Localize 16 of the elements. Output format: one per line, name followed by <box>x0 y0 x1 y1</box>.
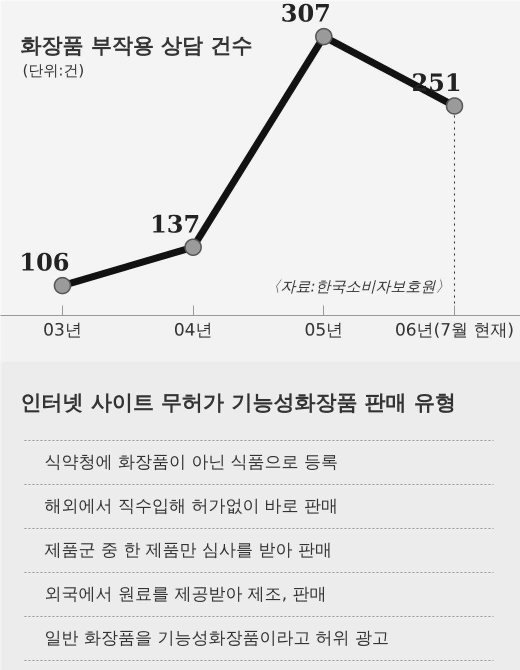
data-label: 137 <box>150 209 200 238</box>
text: 외국에서 원료를 제공받아 제조, 판매 <box>44 584 327 604</box>
text: 일반 화장품을 기능성화장품이라고 허위 광고 <box>44 628 390 648</box>
text: 해외에서 직수입해 허가없이 바로 판매 <box>44 496 338 516</box>
x-tick-label: 06년(7월 현재) <box>394 320 514 340</box>
data-label: 106 <box>19 248 70 277</box>
text: 식약청에 화장품이 아닌 식품으로 등록 <box>44 452 338 472</box>
x-tick-label: 05년 <box>304 320 344 340</box>
text: 제품군 중 한 제품만 심사를 받아 판매 <box>44 540 332 560</box>
chart-title: 화장품 부작용 상담 건수 <box>20 34 252 58</box>
x-tick-label: 04년 <box>174 320 212 340</box>
annotation: 〈자료:한국소비자보호원〉 <box>265 278 451 296</box>
data-label: 307 <box>280 0 331 28</box>
x-tick-label: 03년 <box>43 320 82 340</box>
text: (단위:건) <box>22 62 84 80</box>
text: 인터넷 사이트 무허가 기능성화장품 판매 유형 <box>20 390 456 414</box>
